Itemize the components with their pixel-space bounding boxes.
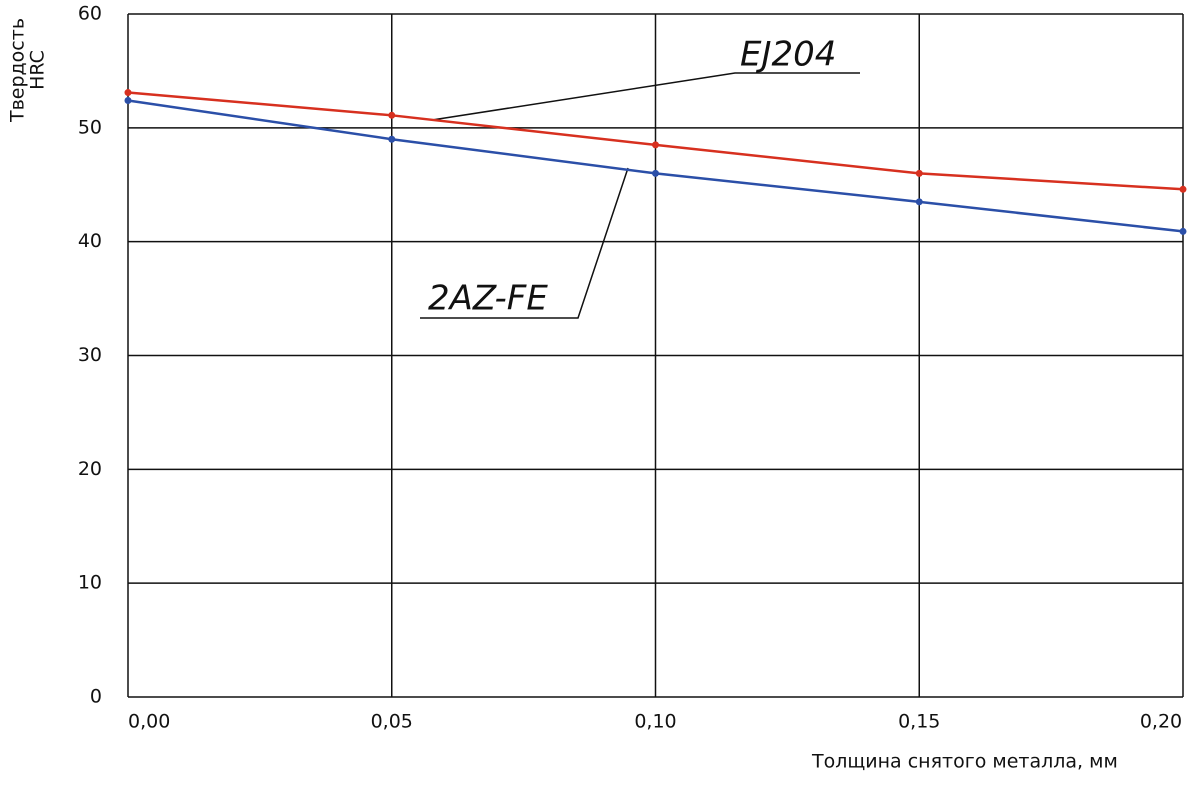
y-tick-label: 40 [78, 230, 102, 252]
y-tick-label: 50 [78, 116, 102, 138]
y-tick-label: 60 [78, 3, 102, 25]
y-axis-label-line: Твердость [7, 18, 29, 123]
data-point [1179, 227, 1187, 235]
data-point [388, 135, 396, 143]
x-tick-label: 0,05 [371, 711, 413, 733]
y-axis-label: Твердость HRC [7, 18, 49, 123]
data-point [124, 89, 132, 97]
data-point [1179, 185, 1187, 193]
series-annotation: 2AZ-FE [428, 279, 548, 319]
x-tick-label: 0,15 [898, 711, 940, 733]
x-tick-label: 0,20 [1140, 711, 1182, 733]
data-point [652, 169, 659, 177]
data-point [388, 111, 396, 119]
data-point [124, 97, 132, 105]
x-tick-label: 0,00 [128, 711, 170, 733]
leader-line [431, 72, 860, 121]
y-tick-label: 10 [78, 572, 102, 594]
y-tick-label: 0 [90, 686, 102, 708]
data-point [915, 198, 923, 206]
y-axis-label-line: HRC [27, 50, 49, 90]
x-axis-label: Толщина снятого металла, мм [811, 751, 1118, 773]
y-tick-label: 30 [78, 344, 102, 366]
data-point [915, 169, 923, 177]
y-tick-label: 20 [78, 458, 102, 480]
data-point [652, 141, 659, 149]
leader-line [420, 167, 629, 319]
x-tick-label: 0,10 [634, 711, 676, 733]
series-annotation: EJ204 [740, 35, 836, 75]
